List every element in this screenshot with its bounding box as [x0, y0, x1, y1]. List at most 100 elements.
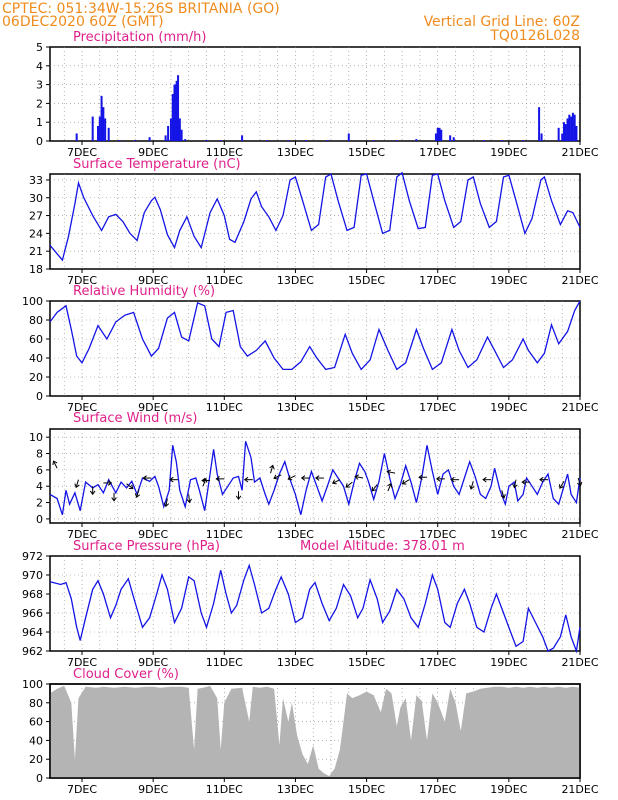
y-tick-label: 0: [36, 513, 43, 526]
y-tick-label: 972: [22, 550, 43, 563]
wind-vector-head: [469, 485, 475, 490]
series-line: [49, 563, 581, 654]
x-tick-label: 11DEC: [206, 274, 243, 287]
wind-vector-head: [435, 476, 441, 482]
wind-vector-head: [345, 483, 351, 488]
wind-vector-head: [287, 475, 293, 481]
x-tick-label: 21DEC: [561, 783, 598, 796]
wind-vector: [371, 484, 378, 492]
x-tick-label: 15DEC: [348, 146, 385, 159]
y-tick-label: 100: [22, 678, 43, 691]
x-tick-label: 19DEC: [490, 656, 527, 669]
precip-bar: [440, 129, 443, 141]
wind-vector-head: [142, 475, 147, 481]
precip-bar: [102, 107, 105, 141]
plot-frame: [49, 428, 581, 524]
panel-title: Cloud Cover (%): [73, 667, 179, 682]
wind-vector-head: [134, 493, 141, 498]
wind-vector-head: [371, 486, 377, 492]
wind-vector-head: [201, 477, 206, 484]
panel-title: Surface Pressure (hPa): [73, 539, 220, 554]
precip-bar: [372, 140, 375, 141]
y-tick-label: 2: [36, 497, 43, 510]
precip-bar: [305, 140, 308, 141]
cloud-cover-area: [50, 685, 580, 778]
precip-bar: [347, 133, 350, 141]
wind-vector: [273, 474, 282, 479]
wind-vector: [387, 471, 396, 474]
wind-vector-head: [521, 479, 526, 485]
wind-vector: [53, 460, 58, 469]
y-tick-label: 20: [29, 371, 43, 384]
plot-frame: [49, 173, 581, 270]
y-tick-label: 0: [36, 772, 43, 785]
wind-vector: [577, 477, 581, 486]
precip-bar: [573, 114, 576, 141]
series-line: [49, 441, 581, 516]
wind-vector: [355, 475, 364, 479]
x-tick-label: 17DEC: [419, 656, 456, 669]
wind-vector-head: [401, 479, 407, 485]
y-tick-label: 966: [22, 607, 43, 620]
panel-title: Surface Temperature (nC): [73, 157, 241, 172]
y-tick-label: 100: [22, 295, 43, 308]
wind-vector-head: [512, 483, 518, 489]
x-tick-label: 13DEC: [277, 274, 314, 287]
wind-vector-head: [418, 474, 423, 480]
wind-vector: [501, 490, 505, 499]
precip-bar: [287, 140, 290, 141]
wind-vector-head: [111, 497, 117, 502]
x-tick-label: 15DEC: [348, 656, 385, 669]
header-run-date: 06DEC2020 60Z (GMT): [2, 14, 164, 30]
panel-2: [46, 171, 581, 273]
wind-vector-head: [387, 482, 393, 488]
precip-bar: [97, 125, 100, 141]
x-tick-label: 21DEC: [561, 656, 598, 669]
y-tick-label: 21: [29, 245, 43, 258]
precip-bar: [98, 116, 101, 141]
x-tick-label: 21DEC: [561, 146, 598, 159]
precip-bar: [452, 137, 455, 141]
y-tick-label: 20: [29, 753, 43, 766]
series-line: [49, 300, 581, 371]
panel-title: Precipitation (mm/h): [73, 30, 206, 45]
wind-vector: [270, 465, 274, 474]
precip-bar: [326, 140, 329, 141]
plot-frame: [49, 46, 581, 142]
wind-vector-head: [273, 474, 279, 480]
panel-3: [46, 300, 581, 400]
wind-vector-head: [243, 476, 249, 483]
header-station: CPTEC: 051:34W-15:26S BRITANIA (GO): [2, 1, 280, 17]
precip-bar: [175, 80, 178, 141]
panel-title: Relative Humidity (%): [73, 284, 215, 299]
panel-title: Surface Wind (m/s): [73, 411, 197, 426]
y-tick-label: 970: [22, 569, 43, 582]
x-tick-label: 7DEC: [67, 146, 97, 159]
x-tick-label: 9DEC: [138, 146, 168, 159]
y-tick-label: 8: [36, 448, 43, 461]
x-tick-label: 9DEC: [138, 401, 168, 414]
y-tick-label: 4: [36, 480, 43, 493]
precip-bar: [568, 114, 571, 141]
precip-bar: [540, 133, 543, 141]
x-tick-label: 19DEC: [490, 528, 527, 541]
precip-bar: [104, 118, 107, 141]
y-tick-label: 1: [36, 116, 43, 129]
precip-bar: [571, 112, 574, 141]
x-tick-label: 17DEC: [419, 528, 456, 541]
y-tick-label: 30: [29, 192, 43, 205]
x-tick-label: 9DEC: [138, 783, 168, 796]
y-tick-label: 60: [29, 333, 43, 346]
y-tick-label: 968: [22, 588, 43, 601]
x-tick-label: 7DEC: [67, 783, 97, 796]
wind-vector-head: [315, 475, 320, 481]
wind-vector-head: [215, 476, 220, 482]
precip-bar: [205, 140, 208, 141]
y-tick-label: 6: [36, 464, 43, 477]
x-tick-label: 17DEC: [419, 401, 456, 414]
precip-bar: [171, 94, 174, 141]
x-tick-label: 19DEC: [490, 401, 527, 414]
precip-bar: [118, 140, 121, 141]
x-tick-label: 13DEC: [277, 656, 314, 669]
